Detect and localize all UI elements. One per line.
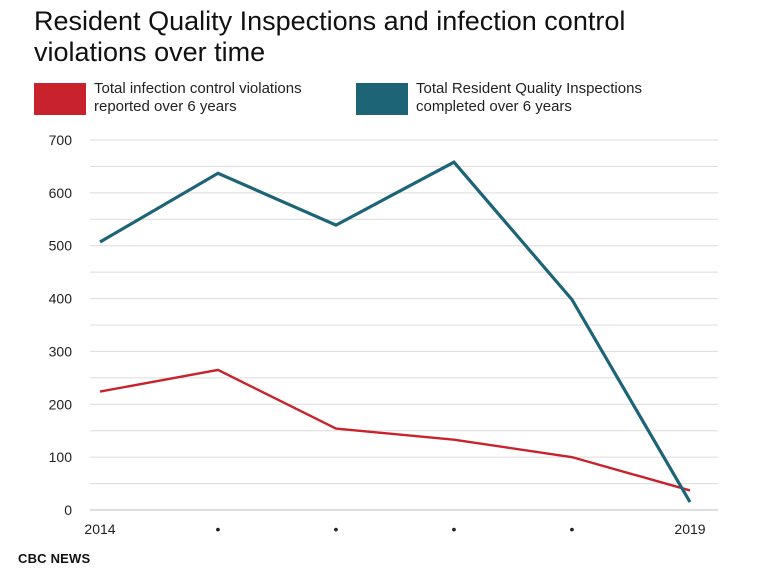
y-tick-label: 400 xyxy=(49,291,73,307)
legend-item-violations: Total infection control violations repor… xyxy=(34,80,344,116)
x-tick-label: 2014 xyxy=(84,521,115,537)
series-line-inspections xyxy=(99,160,692,503)
gridlines xyxy=(90,139,718,511)
source-credit: CBC NEWS xyxy=(18,551,91,566)
x-tick-label: • xyxy=(216,521,221,537)
x-tick-label: • xyxy=(570,521,575,537)
y-axis-ticks: 0 100 200 300 400 500 600 700 xyxy=(49,132,73,518)
legend-label-violations: Total infection control violations repor… xyxy=(94,80,302,115)
y-tick-label: 600 xyxy=(49,185,73,201)
y-tick-label: 0 xyxy=(64,502,72,518)
y-tick-label: 300 xyxy=(49,343,73,359)
legend-swatch-inspections xyxy=(356,83,408,115)
series-lines xyxy=(99,160,692,503)
y-tick-label: 700 xyxy=(49,132,73,148)
legend-swatch-violations xyxy=(34,83,86,115)
legend-item-inspections: Total Resident Quality Inspections compl… xyxy=(356,80,666,116)
series-line-violations xyxy=(99,368,691,492)
chart-title: Resident Quality Inspections and infecti… xyxy=(34,6,626,67)
x-tick-label: 2019 xyxy=(674,521,705,537)
y-tick-label: 200 xyxy=(49,396,73,412)
x-axis-ticks: 2014 • • • • 2019 xyxy=(84,521,705,537)
legend: Total infection control violations repor… xyxy=(34,80,754,120)
y-tick-label: 500 xyxy=(49,238,73,254)
y-tick-label: 100 xyxy=(49,449,73,465)
x-tick-label: • xyxy=(452,521,457,537)
legend-label-inspections: Total Resident Quality Inspections compl… xyxy=(416,80,642,115)
x-tick-label: • xyxy=(334,521,339,537)
